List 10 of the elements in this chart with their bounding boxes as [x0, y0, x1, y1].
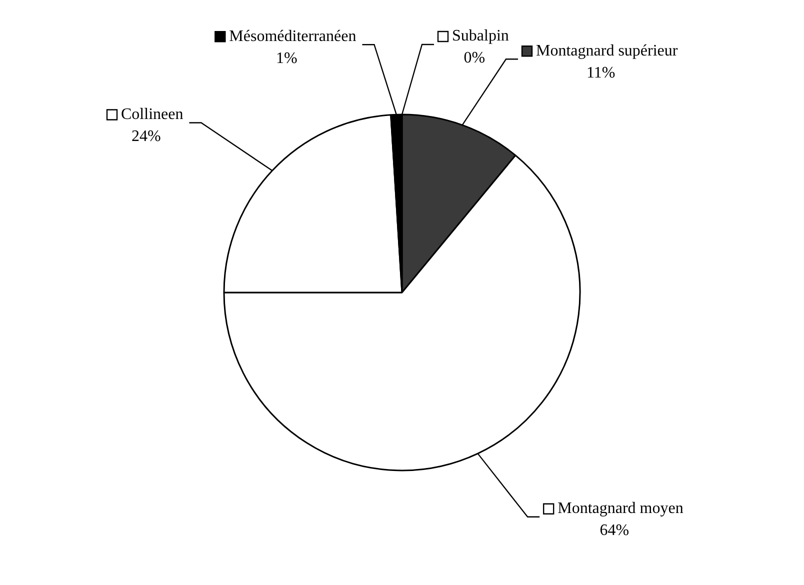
legend-label: Mésoméditerranéen: [229, 28, 356, 45]
legend-label: Montagnard supérieur: [536, 42, 678, 60]
data-label: 24%: [131, 128, 161, 145]
data-label: 11%: [586, 64, 616, 82]
legend-label: Subalpin: [452, 28, 509, 45]
data-label: 1%: [276, 50, 298, 67]
legend-label: Collineen: [121, 106, 184, 123]
text: 0%: [464, 50, 486, 67]
data-label: 64%: [600, 522, 630, 540]
legend-label: Montagnard moyen: [558, 500, 684, 518]
